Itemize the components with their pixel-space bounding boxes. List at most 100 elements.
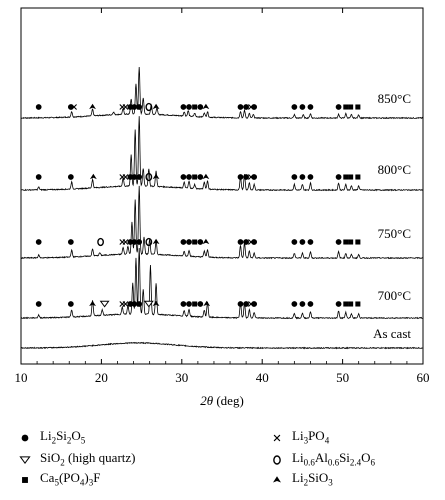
series-label: 750°C [378,226,411,241]
peak-marker-circle [251,301,258,307]
peak-marker-circle [131,104,138,110]
legend-marker-cross-icon [273,434,281,442]
peak-marker-circle [35,104,42,110]
peak-marker-square [192,174,198,180]
peak-marker-triangle [89,103,96,110]
peak-marker-square [355,239,361,245]
peak-marker-circle [35,239,42,245]
peak-marker-square [348,174,354,180]
peak-marker-circle [197,301,204,307]
peak-marker-circle [186,174,192,180]
peak-marker-nabla [99,300,110,308]
peak-marker-triangle [202,238,210,245]
peak-marker-circle [186,239,192,245]
legend-label: Li2Si2O5 [40,428,86,446]
nabla-icon [19,456,31,465]
peak-marker-circle [180,174,187,180]
peak-marker-circle [127,104,134,110]
trace-1 [20,66,424,120]
legend-marker-circle-icon [21,434,29,442]
peak-marker-square [192,301,198,307]
trace-5 [20,341,424,350]
peak-marker-circle [197,174,204,180]
trace-2 [20,116,424,192]
peak-marker-circle [335,301,342,307]
plot-frame [20,7,424,365]
peak-marker-circle [186,301,192,307]
peak-marker-circle [35,174,42,180]
trace-4 [20,247,424,320]
peak-marker-circle [291,239,298,245]
peak-marker-square [355,174,361,180]
legend-label: Li3PO4 [292,428,330,446]
peak-marker-circle [136,104,143,110]
peak-marker-circle [136,174,143,180]
legend-item-square: Ca5(PO4)3F [18,470,100,491]
peak-marker-triangle [152,238,160,245]
trace-3 [20,185,424,260]
series-label: 800°C [378,162,411,177]
series-label: 850°C [378,91,411,106]
peak-marker-ring [145,102,153,112]
legend-item-triangle: Li2SiO3 [270,470,333,491]
peak-marker-square [343,174,349,180]
peak-marker-cross [122,174,129,180]
x-tick-label: 60 [417,370,430,385]
peak-marker-circle [299,301,306,307]
x-tick-label: 50 [336,370,349,385]
peak-marker-triangle [89,300,96,307]
peak-marker-circle [251,104,258,110]
peak-marker-circle [307,174,314,180]
peak-marker-circle [131,174,138,180]
peak-marker-circle [67,104,74,110]
peak-marker-circle [180,104,187,110]
peak-marker-square [343,239,349,245]
x-tick-label: 40 [256,370,269,385]
peak-marker-circle [237,301,244,307]
peak-marker-circle [197,104,204,110]
legend-label: Li2SiO3 [292,470,333,488]
legend-marker-square-icon [22,477,28,484]
peak-marker-circle [243,104,249,110]
legend-item-circle: Li2Si2O5 [18,428,85,449]
peak-marker-triangle [202,173,210,180]
peak-marker-circle [127,301,134,307]
legend-label: Ca5(PO4)3F [40,470,101,488]
legend-label: SiO2 (high quartz) [40,450,136,468]
peak-marker-circle [335,104,342,110]
peak-marker-square [343,301,349,307]
x-tick-label: 30 [175,370,188,385]
legend-item-ring: Li0.6Al0.6Si2.4O6 [270,450,375,471]
peak-marker-triangle [202,103,210,110]
peak-marker-square [192,239,198,245]
x-tick-label: 20 [95,370,108,385]
legend-marker-ring-icon [273,455,281,465]
peak-marker-circle [127,174,134,180]
peak-marker-circle [251,239,258,245]
peak-marker-circle [136,301,143,307]
peak-marker-square [348,301,354,307]
peak-marker-triangle [152,300,160,307]
peak-marker-circle [237,174,244,180]
peak-marker-square [343,104,349,110]
cross-icon [273,434,281,442]
peak-marker-circle [335,239,342,245]
peak-marker-ring [97,237,104,247]
square-icon [22,477,28,484]
peak-marker-nabla [143,300,154,308]
peak-marker-circle [186,104,192,110]
peak-marker-square [348,104,354,110]
peak-marker-circle [180,239,187,245]
peak-marker-circle [131,301,138,307]
legend-label: Li0.6Al0.6Si2.4O6 [292,450,376,468]
peak-marker-cross [122,239,129,245]
peak-marker-circle [136,239,143,245]
peak-marker-circle [291,301,298,307]
x-axis-title: 2θ (deg) [200,393,244,408]
peak-marker-circle [307,239,314,245]
triangle-icon [273,476,281,483]
peak-marker-circle [307,104,314,110]
ring-icon [273,455,281,465]
peak-marker-circle [197,239,204,245]
peak-marker-circle [243,239,249,245]
